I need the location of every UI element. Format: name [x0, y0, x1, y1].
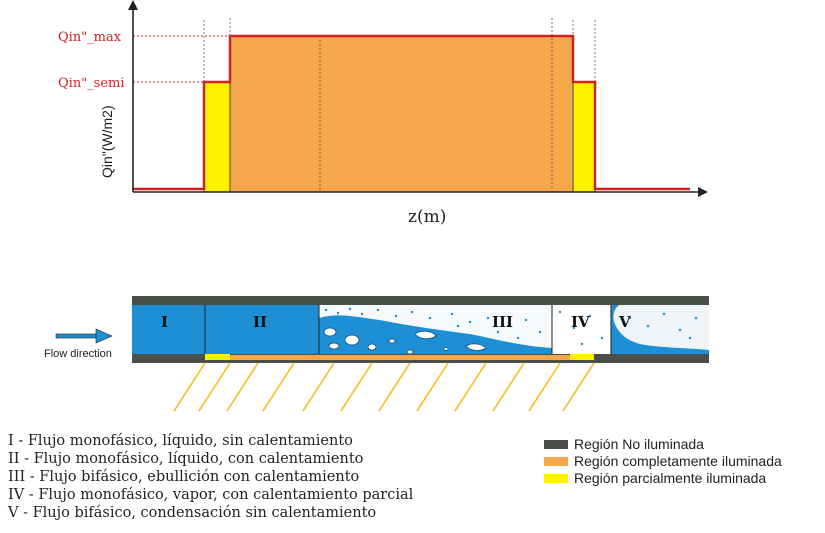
regions-legend-item: III - Flujo bifásico, ebullición con cal…	[8, 469, 360, 485]
regions-legend-item: I - Flujo monofásico, líquido, sin calen…	[8, 433, 353, 449]
x-axis-arrow	[698, 187, 708, 197]
bubbles	[323, 327, 487, 355]
region-label-ii: II	[253, 313, 267, 331]
region-label-iv: IV	[571, 313, 590, 331]
key-label: Región No iluminada	[574, 436, 704, 452]
y-axis-arrow	[128, 0, 138, 10]
region-dividers	[204, 305, 612, 354]
strip-partial-right	[570, 354, 594, 360]
heat-flux-chart: Qin"_max Qin"_semi Qin"(W/m2) z(m)	[58, 0, 708, 227]
region-v-vapor	[613, 305, 709, 350]
y-axis-label: Qin"(W/m2)	[99, 105, 115, 178]
tube-diagram: I II III IV V Flow direction	[44, 296, 709, 412]
regions-legend-item: V - Flujo bifásico, condensación sin cal…	[8, 505, 377, 521]
full-illumination-block	[229, 35, 574, 193]
flux-profile-line	[133, 34, 690, 191]
region-i-liquid	[132, 305, 205, 354]
strip-full	[230, 355, 570, 360]
region-label-i: I	[161, 313, 168, 331]
flow-arrow-icon	[55, 328, 113, 344]
light-rays	[173, 362, 595, 412]
key-label: Región parcialmente iluminada	[574, 470, 767, 486]
partial-bar-right	[572, 81, 596, 193]
key-swatch	[544, 474, 568, 483]
key-label: Región completamente iluminada	[574, 453, 782, 469]
region-ii-liquid	[205, 305, 319, 354]
strip-partial-left	[205, 354, 230, 360]
droplets	[324, 307, 698, 346]
x-axis-label: z(m)	[408, 207, 446, 227]
key-row-fully-illuminated: Región completamente iluminada	[544, 453, 782, 470]
region-iii-liquid-wave	[319, 315, 552, 354]
regions-legend: I - Flujo monofásico, líquido, sin calen…	[8, 432, 413, 522]
regions-legend-item: IV - Flujo monofásico, vapor, con calent…	[8, 487, 414, 503]
key-row-not-illuminated: Región No iluminada	[544, 436, 782, 453]
region-iv-vapor	[552, 305, 611, 354]
regions-legend-item: II - Flujo monofásico, líquido, con cale…	[8, 451, 364, 467]
partial-bar-left	[203, 81, 231, 193]
key-swatch	[544, 457, 568, 466]
region-label-iii: III	[492, 313, 513, 331]
tube-top-wall	[132, 296, 709, 305]
region-label-v: V	[618, 313, 631, 331]
illumination-key: Región No iluminada Región completamente…	[544, 436, 782, 487]
key-swatch	[544, 440, 568, 449]
level-semi-label: Qin"_semi	[58, 76, 125, 91]
flow-direction-label: Flow direction	[44, 348, 112, 360]
level-max-label: Qin"_max	[58, 30, 122, 45]
key-row-partially-illuminated: Región parcialmente iluminada	[544, 470, 782, 487]
